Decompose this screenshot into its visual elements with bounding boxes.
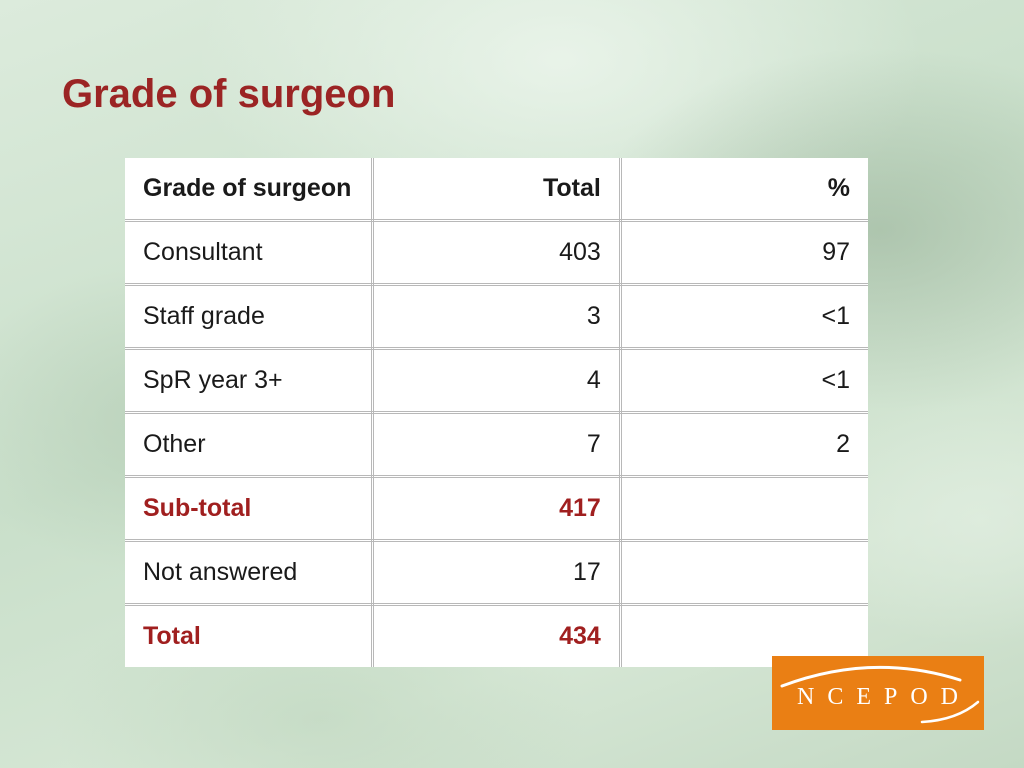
grade-table: Grade of surgeon Total % Consultant 403 … (125, 158, 868, 667)
header-total: Total (372, 158, 622, 222)
table-row: Other 7 2 (125, 412, 868, 478)
table-header-row: Grade of surgeon Total % (125, 158, 868, 222)
table-row: Staff grade 3 <1 (125, 284, 868, 350)
header-percent: % (620, 158, 868, 222)
row-total: 417 (372, 476, 622, 542)
row-percent (620, 476, 868, 542)
row-label: Total (125, 604, 375, 667)
logo-swoosh-icon (780, 665, 980, 724)
row-total: 3 (372, 284, 622, 350)
row-percent: <1 (620, 348, 868, 414)
table-row: Consultant 403 97 (125, 220, 868, 286)
row-percent: <1 (620, 284, 868, 350)
row-label: Consultant (125, 220, 375, 286)
row-percent: 2 (620, 412, 868, 478)
subtotal-row: Sub-total 417 (125, 476, 868, 542)
row-total: 434 (372, 604, 622, 667)
row-total: 403 (372, 220, 622, 286)
row-label: Other (125, 412, 375, 478)
total-row: Total 434 (125, 604, 868, 667)
row-percent (620, 540, 868, 606)
row-label: SpR year 3+ (125, 348, 375, 414)
row-label: Staff grade (125, 284, 375, 350)
row-percent: 97 (620, 220, 868, 286)
table-row: Not answered 17 (125, 540, 868, 606)
page-title: Grade of surgeon (62, 72, 396, 116)
row-total: 4 (372, 348, 622, 414)
row-total: 7 (372, 412, 622, 478)
header-grade: Grade of surgeon (125, 158, 375, 222)
row-label: Sub-total (125, 476, 375, 542)
ncepod-logo: NCEPOD (772, 656, 984, 730)
row-label: Not answered (125, 540, 375, 606)
row-total: 17 (372, 540, 622, 606)
logo-text: NCEPOD (796, 684, 971, 710)
table-row: SpR year 3+ 4 <1 (125, 348, 868, 414)
